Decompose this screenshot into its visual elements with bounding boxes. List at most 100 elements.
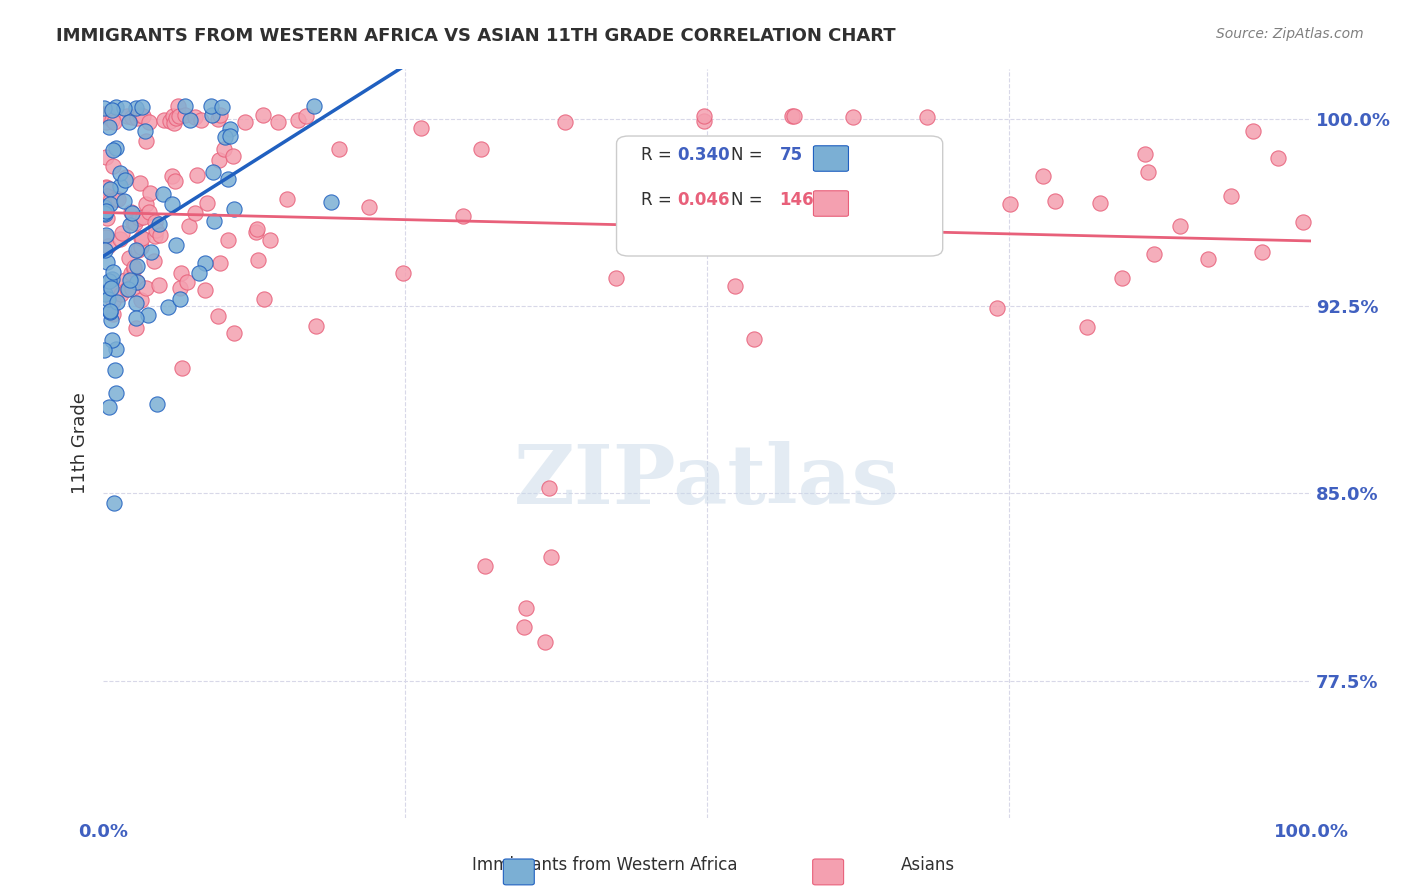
Asians xyxy=(409,121,432,136)
Immigrants from Western Africa xyxy=(169,292,191,306)
FancyBboxPatch shape xyxy=(617,136,942,256)
Asians xyxy=(184,111,207,125)
Asians xyxy=(114,273,136,287)
Asians xyxy=(110,286,132,301)
Asians xyxy=(295,109,318,123)
Asians xyxy=(246,222,269,236)
Immigrants from Western Africa xyxy=(101,272,124,286)
Asians xyxy=(98,110,121,124)
Asians xyxy=(170,361,193,376)
Asians xyxy=(1197,252,1219,266)
Asians xyxy=(101,307,124,321)
Asians xyxy=(94,230,117,244)
Y-axis label: 11th Grade: 11th Grade xyxy=(72,392,89,494)
Asians xyxy=(1168,219,1191,233)
Immigrants from Western Africa xyxy=(165,237,187,252)
Asians xyxy=(135,197,157,211)
Asians xyxy=(742,332,765,346)
Asians xyxy=(724,279,747,293)
Asians xyxy=(135,281,157,295)
Immigrants from Western Africa xyxy=(105,141,128,155)
Asians xyxy=(207,310,229,324)
Asians xyxy=(107,192,129,206)
Asians xyxy=(100,282,122,296)
Asians xyxy=(605,270,627,285)
Immigrants from Western Africa xyxy=(112,194,135,209)
Asians xyxy=(209,108,232,122)
Asians xyxy=(1133,146,1156,161)
Immigrants from Western Africa xyxy=(93,200,115,214)
Immigrants from Western Africa xyxy=(160,197,183,211)
Asians xyxy=(97,239,120,253)
Asians xyxy=(252,108,274,122)
Asians xyxy=(124,216,146,230)
Immigrants from Western Africa xyxy=(105,295,128,310)
Immigrants from Western Africa xyxy=(201,108,224,122)
Asians xyxy=(513,620,536,634)
Asians xyxy=(780,109,803,123)
Text: N =: N = xyxy=(731,191,768,209)
Asians xyxy=(620,167,643,181)
Asians xyxy=(1111,270,1133,285)
Asians xyxy=(93,107,115,121)
Asians xyxy=(693,109,716,123)
Asians xyxy=(120,266,142,280)
Immigrants from Western Africa xyxy=(131,100,153,114)
Asians xyxy=(554,115,576,129)
Asians xyxy=(328,142,350,156)
Asians xyxy=(391,266,413,280)
Text: Asians: Asians xyxy=(901,856,955,874)
Immigrants from Western Africa xyxy=(124,310,146,325)
Asians xyxy=(474,558,496,573)
Asians xyxy=(194,284,217,298)
Asians xyxy=(143,228,166,243)
Immigrants from Western Africa xyxy=(101,143,124,157)
Text: 0.046: 0.046 xyxy=(676,191,730,209)
Text: 146: 146 xyxy=(779,191,814,209)
Asians xyxy=(105,192,128,206)
Asians xyxy=(245,225,267,239)
Asians xyxy=(162,109,184,123)
Asians xyxy=(131,231,153,245)
Asians xyxy=(138,115,160,129)
Asians xyxy=(197,196,219,211)
Immigrants from Western Africa xyxy=(94,207,117,221)
Asians xyxy=(1032,169,1054,183)
Text: 0.340: 0.340 xyxy=(676,145,730,164)
Immigrants from Western Africa xyxy=(146,397,169,411)
Immigrants from Western Africa xyxy=(94,243,117,257)
Immigrants from Western Africa xyxy=(121,206,143,220)
Asians xyxy=(115,282,138,296)
Immigrants from Western Africa xyxy=(100,103,122,117)
Text: R =: R = xyxy=(641,145,676,164)
Asians xyxy=(101,293,124,308)
Immigrants from Western Africa xyxy=(125,295,148,310)
Immigrants from Western Africa xyxy=(104,342,127,356)
Immigrants from Western Africa xyxy=(148,217,170,231)
Immigrants from Western Africa xyxy=(117,282,139,296)
Immigrants from Western Africa xyxy=(214,130,236,145)
Immigrants from Western Africa xyxy=(173,99,195,113)
Immigrants from Western Africa xyxy=(101,333,124,347)
Immigrants from Western Africa xyxy=(98,120,121,134)
Immigrants from Western Africa xyxy=(104,385,127,400)
Immigrants from Western Africa xyxy=(194,255,217,269)
Immigrants from Western Africa xyxy=(93,205,115,219)
Asians xyxy=(145,223,167,237)
Asians xyxy=(222,326,245,340)
Immigrants from Western Africa xyxy=(105,100,128,114)
Asians xyxy=(1043,194,1066,209)
Immigrants from Western Africa xyxy=(96,255,118,269)
Asians xyxy=(163,174,186,188)
Asians xyxy=(103,115,125,129)
Asians xyxy=(305,318,328,333)
Immigrants from Western Africa xyxy=(108,178,131,193)
Asians xyxy=(96,211,118,225)
Immigrants from Western Africa xyxy=(139,244,162,259)
Asians xyxy=(139,186,162,201)
Immigrants from Western Africa xyxy=(319,194,342,209)
Asians xyxy=(129,231,152,245)
Asians xyxy=(122,261,145,276)
Immigrants from Western Africa xyxy=(98,304,121,318)
Immigrants from Western Africa xyxy=(218,129,240,144)
